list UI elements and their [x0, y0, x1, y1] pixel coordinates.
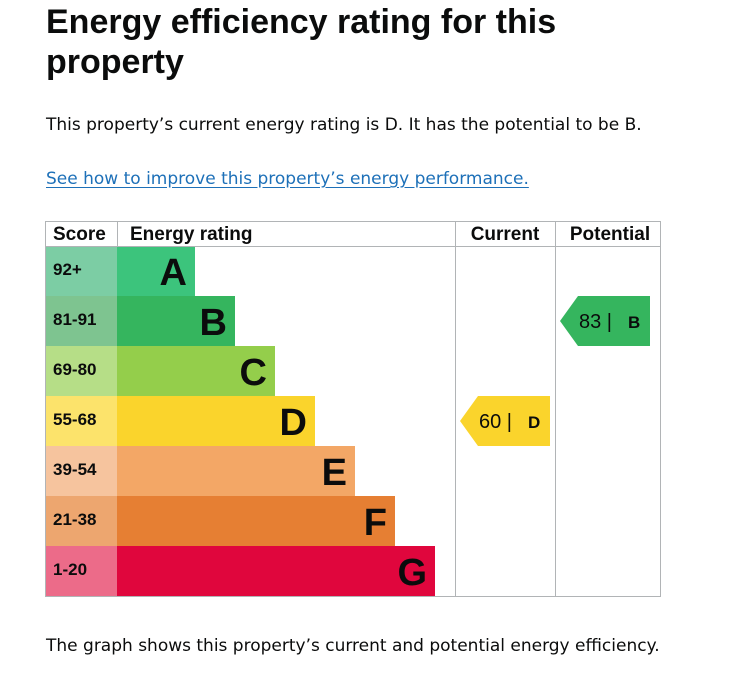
band-c-letter: C [240, 352, 267, 394]
improve-energy-link[interactable]: See how to improve this property’s energ… [46, 169, 529, 189]
band-c-range: 69-80 [53, 360, 96, 379]
band-a-bar [117, 246, 195, 296]
band-d-score-cell [45, 396, 117, 446]
header-current: Current [471, 224, 540, 245]
current-rating-marker-value: 60 | [479, 411, 512, 433]
band-d-letter: D [280, 402, 307, 444]
rating-summary: This property’s current energy rating is… [46, 115, 642, 135]
band-g-range: 1-20 [53, 560, 87, 579]
band-d-range: 55-68 [53, 410, 96, 429]
band-g-letter: G [397, 552, 427, 594]
band-f-range: 21-38 [53, 510, 96, 529]
band-c-score-cell [45, 346, 117, 396]
band-f-bar [117, 496, 395, 546]
band-a-letter: A [160, 252, 187, 294]
band-d: 55-68 D [45, 396, 315, 446]
header-energy-rating: Energy rating [130, 224, 252, 245]
band-e-score-cell [45, 446, 117, 496]
header-potential: Potential [570, 224, 650, 245]
band-c: 69-80 C [45, 346, 275, 396]
rating-bands: 92+ A 81-91 B 69-80 C 55-68 D 39-54 E 21-38 F 1-20 G [45, 246, 435, 596]
potential-rating-marker-arrow [560, 296, 650, 346]
band-b-score-cell [45, 296, 117, 346]
header-score: Score [53, 224, 106, 245]
band-f-score-cell [45, 496, 117, 546]
potential-rating-marker-value: 83 | [579, 311, 612, 333]
band-d-bar [117, 396, 315, 446]
chart-grid [45, 221, 661, 597]
band-b-bar [117, 296, 235, 346]
band-b: 81-91 B [45, 296, 235, 346]
band-e-range: 39-54 [53, 460, 97, 479]
chart-border [45, 221, 661, 597]
chart-caption: The graph shows this property’s current … [46, 636, 660, 656]
band-b-letter: B [200, 302, 227, 344]
band-e: 39-54 E [45, 446, 355, 496]
band-f: 21-38 F [45, 496, 395, 546]
energy-rating-chart: Score Energy rating Current Potential 92… [45, 221, 661, 597]
band-f-letter: F [364, 502, 387, 544]
band-b-range: 81-91 [53, 310, 96, 329]
band-g-score-cell [45, 546, 117, 596]
potential-rating-marker-letter: B [628, 313, 640, 332]
rating-markers: 60 | D 83 | B [460, 296, 650, 446]
band-e-letter: E [322, 452, 347, 494]
chart-header: Score Energy rating Current Potential [53, 224, 650, 245]
band-g-bar [117, 546, 435, 596]
band-g: 1-20 G [45, 546, 435, 596]
current-rating-marker-arrow [460, 396, 550, 446]
band-e-bar [117, 446, 355, 496]
page-title: Energy efficiency rating for this proper… [46, 3, 557, 81]
band-a-range: 92+ [53, 260, 82, 279]
band-a: 92+ A [45, 246, 195, 296]
band-c-bar [117, 346, 275, 396]
band-a-score-cell [45, 246, 117, 296]
potential-rating-marker: 83 | B [560, 296, 650, 346]
current-rating-marker: 60 | D [460, 396, 550, 446]
current-rating-marker-letter: D [528, 413, 540, 432]
